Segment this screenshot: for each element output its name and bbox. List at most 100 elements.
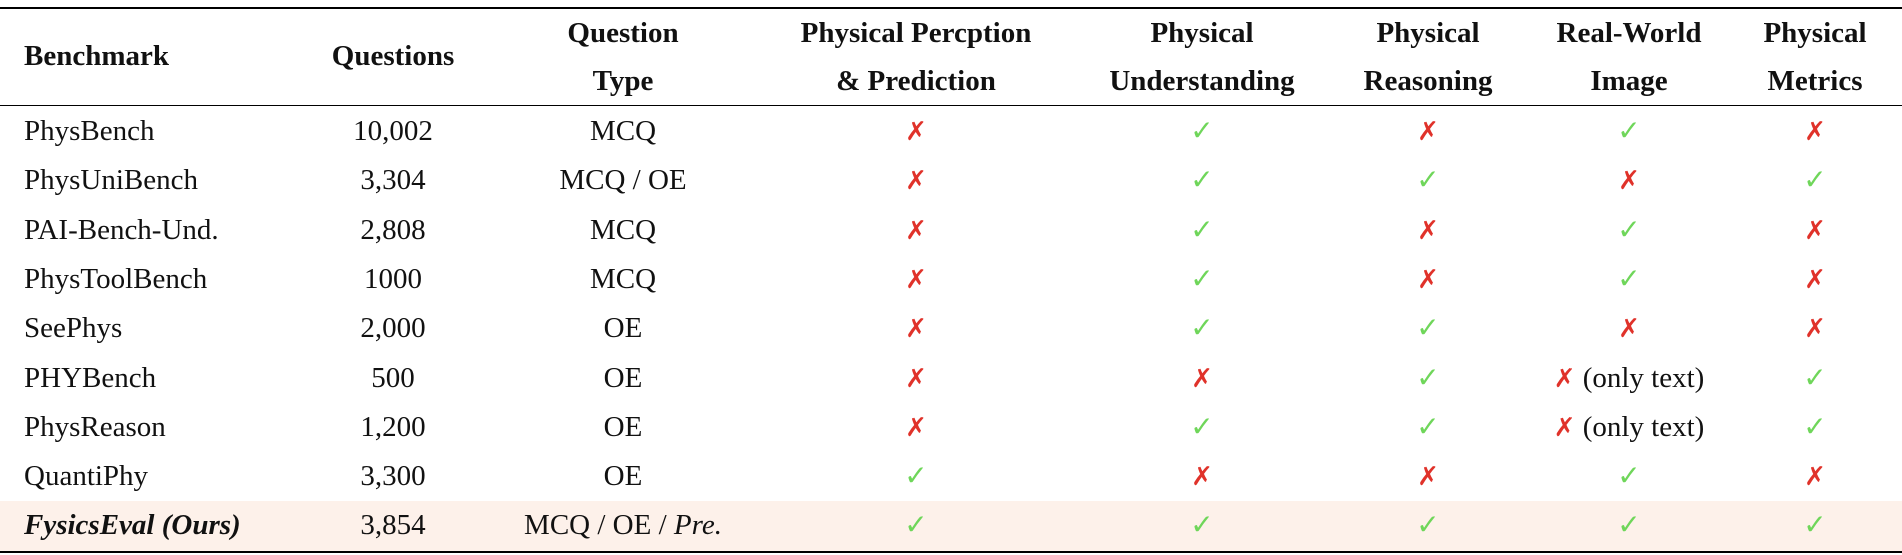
check-mark: ✓ xyxy=(1190,114,1214,147)
table-cell: ✗ xyxy=(905,216,927,245)
cross-mark: ✗ xyxy=(1804,264,1826,295)
table-cell: ✗ xyxy=(1618,314,1640,343)
table-cell: SeePhys xyxy=(24,314,122,343)
check-mark: ✓ xyxy=(1617,459,1641,493)
check-mark: ✓ xyxy=(1190,163,1214,197)
cell-text: OE xyxy=(603,312,643,345)
table-cell: ✓ xyxy=(1190,314,1213,343)
header-cell: Physical xyxy=(1376,17,1480,49)
header-cell: Physical Percption xyxy=(800,17,1032,49)
cell-text: 1,200 xyxy=(360,410,426,443)
check-mark: ✓ xyxy=(1617,114,1641,147)
cell-text: PhysToolBench xyxy=(24,262,208,295)
check-mark: ✓ xyxy=(1416,311,1440,345)
header-cell: Reasoning xyxy=(1363,65,1493,97)
table-cell: 2,808 xyxy=(360,213,426,246)
cell-text: 2,000 xyxy=(360,312,426,345)
cell-text: PAI-Bench-Und. xyxy=(24,213,219,246)
header-cell: Understanding xyxy=(1109,65,1295,97)
header-cell: Image xyxy=(1590,65,1668,97)
cell-text: OE xyxy=(603,460,643,493)
cross-mark: ✗ xyxy=(905,117,927,147)
header-cell: Metrics xyxy=(1767,65,1863,97)
table-cell: 3,300 xyxy=(360,462,425,491)
table-cell: 1,200 xyxy=(360,410,426,443)
table-cell: PhysReason xyxy=(24,410,166,443)
table-cell: ✓ xyxy=(1617,212,1641,246)
check-mark: ✓ xyxy=(1617,261,1641,295)
table-cell: ✗ (only text) xyxy=(1553,363,1705,394)
table-cell: ✓ xyxy=(1190,511,1213,540)
table-cell: OE xyxy=(604,462,643,491)
table-cell: ✗ xyxy=(1804,216,1826,245)
cell-text: FysicsEval (Ours) xyxy=(24,509,241,542)
table-cell: ✓ xyxy=(1803,363,1826,393)
check-mark: ✓ xyxy=(904,508,928,542)
cell-text: 2,808 xyxy=(360,213,426,246)
table-cell: FysicsEval (Ours) xyxy=(24,511,241,540)
cross-mark: ✗ xyxy=(1618,314,1640,345)
cross-mark: ✗ xyxy=(905,363,927,394)
cell-text: PhysBench xyxy=(24,115,155,147)
check-mark: ✓ xyxy=(1617,508,1641,542)
check-mark: ✓ xyxy=(1416,409,1440,443)
highlight-row xyxy=(0,501,1902,551)
table-cell: ✗ xyxy=(1417,265,1439,294)
cell-text: 3,300 xyxy=(360,460,426,493)
table-cell: ✓ xyxy=(1617,462,1640,491)
cell-text: MCQ / OE / xyxy=(524,509,667,542)
table-cell: QuantiPhy xyxy=(24,462,148,491)
cell-text: MCQ xyxy=(589,115,657,147)
table-cell: PHYBench xyxy=(24,361,157,394)
table-cell: ✓ xyxy=(1190,409,1214,443)
table-cell: ✓ xyxy=(1617,261,1641,295)
cell-text: 500 xyxy=(371,361,415,394)
cross-mark: ✗ xyxy=(1191,363,1213,394)
cell-text: MCQ xyxy=(589,262,657,295)
cross-mark: ✗ xyxy=(905,314,927,345)
table-cell: ✗ xyxy=(1191,462,1213,491)
cross-mark: ✗ xyxy=(905,166,927,197)
table-cell: 1000 xyxy=(364,264,422,294)
table-cell: 2,000 xyxy=(360,314,425,343)
table-cell: ✗ xyxy=(905,314,927,343)
header-cell: Physical xyxy=(1150,17,1254,49)
check-mark: ✓ xyxy=(1190,409,1214,443)
cell-text: PHYBench xyxy=(24,361,157,394)
table-cell: ✓ xyxy=(1190,117,1213,146)
cross-mark: ✗ xyxy=(1804,117,1826,147)
cell-text: 10,002 xyxy=(353,115,433,147)
table-cell: ✓ xyxy=(1416,511,1439,540)
table-cell: PhysBench xyxy=(24,117,155,146)
cell-text: PhysReason xyxy=(24,410,166,443)
table-cell: ✓ xyxy=(1190,166,1213,195)
table-cell: MCQ xyxy=(589,262,657,295)
table-cell: ✓ xyxy=(1416,166,1439,195)
table-cell: ✓ xyxy=(904,511,927,540)
table-cell: 10,002 xyxy=(353,117,433,146)
table-cell: ✓ xyxy=(1416,314,1439,343)
cross-mark: ✗ xyxy=(905,412,927,443)
cross-mark: ✗ xyxy=(905,215,927,246)
table-cell: OE xyxy=(604,314,643,343)
header-cell: Physical xyxy=(1763,17,1867,49)
table-cell: ✓ xyxy=(904,462,927,491)
cross-mark: ✗ xyxy=(905,264,927,295)
check-mark: ✓ xyxy=(1416,508,1440,542)
cell-text: SeePhys xyxy=(24,312,123,345)
table-cell: ✗ xyxy=(1804,117,1826,146)
table-cell: ✓ xyxy=(1617,117,1640,146)
header-cell: Question xyxy=(567,17,679,49)
cross-mark: ✗ xyxy=(1618,166,1640,197)
table-cell: ✗ xyxy=(905,413,927,442)
table-cell: ✗ xyxy=(1191,364,1213,393)
table-cell: ✗ xyxy=(905,364,927,393)
table-cell: ✓ xyxy=(1803,412,1826,442)
table-cell: ✗ xyxy=(1804,265,1826,294)
cell-text: OE xyxy=(603,410,643,443)
check-mark: ✓ xyxy=(1617,212,1641,246)
cross-mark: ✗ xyxy=(1553,363,1576,394)
table-cell: ✓ xyxy=(1190,215,1213,245)
header-cell: Real-World xyxy=(1556,17,1702,49)
